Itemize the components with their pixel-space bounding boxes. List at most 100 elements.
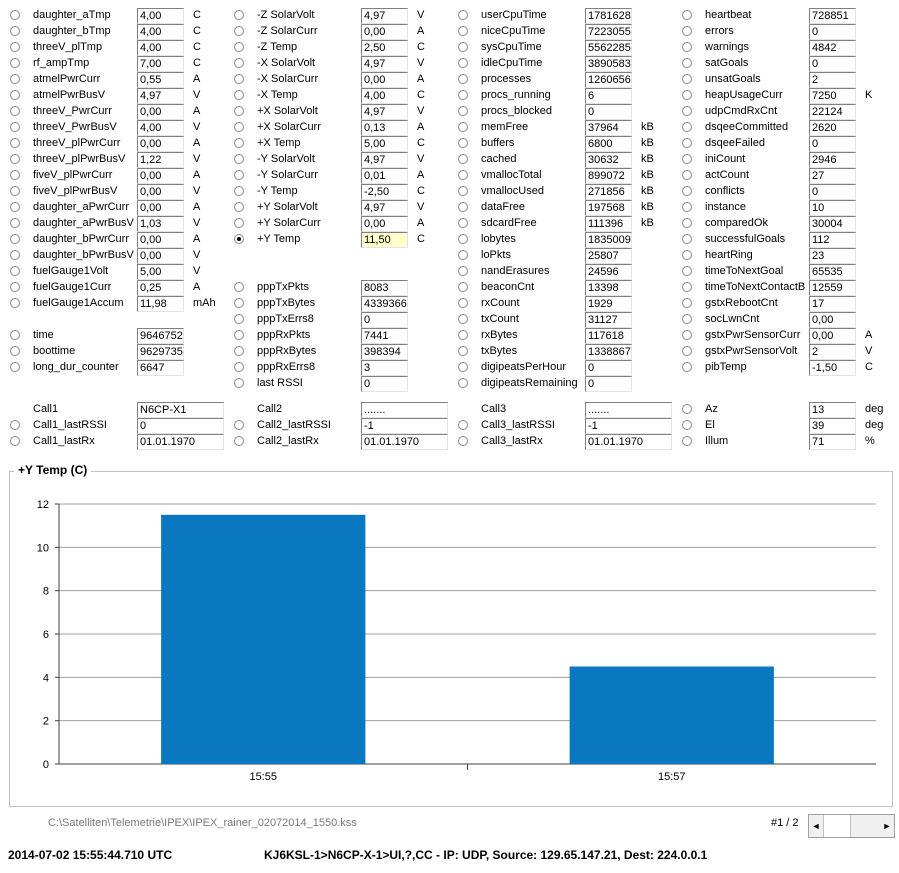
- field-value[interactable]: 5,00: [137, 264, 184, 280]
- field-value[interactable]: 197568: [585, 200, 632, 216]
- radio-button[interactable]: [10, 362, 20, 372]
- field-value[interactable]: 0,00: [361, 216, 408, 232]
- radio-button[interactable]: [10, 202, 20, 212]
- radio-button[interactable]: [234, 10, 244, 20]
- field-value[interactable]: 3890583: [585, 56, 632, 72]
- field-value[interactable]: 4,00: [137, 24, 184, 40]
- field-value[interactable]: 0,00: [137, 184, 184, 200]
- radio-button[interactable]: [682, 58, 692, 68]
- radio-button[interactable]: [10, 26, 20, 36]
- radio-button[interactable]: [10, 106, 20, 116]
- radio-button[interactable]: [682, 266, 692, 276]
- field-value[interactable]: 4,00: [137, 40, 184, 56]
- radio-button[interactable]: [10, 346, 20, 356]
- field-value[interactable]: 4,97: [361, 8, 408, 24]
- radio-button[interactable]: [458, 10, 468, 20]
- radio-button[interactable]: [10, 74, 20, 84]
- field-value[interactable]: 117618: [585, 328, 632, 344]
- field-value[interactable]: 25807: [585, 248, 632, 264]
- field-value[interactable]: 17: [809, 296, 856, 312]
- field-value[interactable]: 2: [809, 344, 856, 360]
- radio-button[interactable]: [234, 420, 244, 430]
- radio-button[interactable]: [682, 250, 692, 260]
- radio-button[interactable]: [10, 90, 20, 100]
- radio-button[interactable]: [234, 170, 244, 180]
- field-value[interactable]: 2620: [809, 120, 856, 136]
- radio-button[interactable]: [682, 74, 692, 84]
- field-value[interactable]: 112: [809, 232, 856, 248]
- field-value[interactable]: 111396: [585, 216, 632, 232]
- field-value[interactable]: 30004: [809, 216, 856, 232]
- field-value[interactable]: 6647: [137, 360, 184, 376]
- field-value[interactable]: 3: [361, 360, 408, 376]
- field-value[interactable]: 0,13: [361, 120, 408, 136]
- radio-button[interactable]: [10, 282, 20, 292]
- radio-button[interactable]: [458, 362, 468, 372]
- radio-button[interactable]: [458, 282, 468, 292]
- radio-button[interactable]: [682, 298, 692, 308]
- field-value[interactable]: 4,00: [361, 88, 408, 104]
- radio-button[interactable]: [458, 26, 468, 36]
- page-scrollbar[interactable]: ◄ ►: [808, 814, 895, 838]
- radio-button[interactable]: [458, 330, 468, 340]
- field-value[interactable]: 1781628: [585, 8, 632, 24]
- radio-button[interactable]: [234, 282, 244, 292]
- radio-button[interactable]: [682, 234, 692, 244]
- radio-button[interactable]: [234, 138, 244, 148]
- field-value[interactable]: 7,00: [137, 56, 184, 72]
- field-value[interactable]: 728851: [809, 8, 856, 24]
- field-value[interactable]: 4,00: [137, 8, 184, 24]
- field-value[interactable]: 0,00: [137, 136, 184, 152]
- field-value[interactable]: 4,97: [361, 56, 408, 72]
- radio-button[interactable]: [458, 202, 468, 212]
- field-value[interactable]: 0,55: [137, 72, 184, 88]
- field-value[interactable]: 01.01.1970: [137, 434, 224, 450]
- radio-button[interactable]: [458, 346, 468, 356]
- radio-button[interactable]: [234, 106, 244, 116]
- field-value[interactable]: .......: [361, 402, 448, 418]
- radio-button[interactable]: [234, 74, 244, 84]
- field-value[interactable]: 71: [809, 434, 856, 450]
- field-value[interactable]: 9646752: [137, 328, 184, 344]
- field-value[interactable]: 4339366: [361, 296, 408, 312]
- field-value[interactable]: 0,00: [361, 72, 408, 88]
- field-value[interactable]: 0: [809, 24, 856, 40]
- field-value[interactable]: 0,00: [137, 168, 184, 184]
- radio-button[interactable]: [234, 26, 244, 36]
- field-value[interactable]: 0,00: [137, 232, 184, 248]
- radio-button[interactable]: [234, 234, 244, 244]
- radio-button[interactable]: [682, 218, 692, 228]
- field-value[interactable]: 2,50: [361, 40, 408, 56]
- radio-button[interactable]: [10, 58, 20, 68]
- radio-button[interactable]: [458, 234, 468, 244]
- radio-button[interactable]: [234, 378, 244, 388]
- radio-button[interactable]: [458, 106, 468, 116]
- radio-button[interactable]: [682, 362, 692, 372]
- radio-button[interactable]: [682, 106, 692, 116]
- field-value[interactable]: 2: [809, 72, 856, 88]
- field-value[interactable]: -1: [361, 418, 448, 434]
- field-value[interactable]: 0: [361, 376, 408, 392]
- radio-button[interactable]: [458, 436, 468, 446]
- field-value[interactable]: -1: [585, 418, 672, 434]
- radio-button[interactable]: [458, 138, 468, 148]
- radio-button[interactable]: [682, 186, 692, 196]
- field-value[interactable]: 23: [809, 248, 856, 264]
- field-value[interactable]: 0,00: [137, 248, 184, 264]
- field-value[interactable]: 65535: [809, 264, 856, 280]
- radio-button[interactable]: [458, 186, 468, 196]
- field-value[interactable]: 13398: [585, 280, 632, 296]
- radio-button[interactable]: [682, 90, 692, 100]
- scroll-thumb[interactable]: [823, 815, 851, 837]
- field-value[interactable]: 0: [361, 312, 408, 328]
- field-value[interactable]: 13: [809, 402, 856, 418]
- radio-button[interactable]: [458, 42, 468, 52]
- field-value[interactable]: 37964: [585, 120, 632, 136]
- radio-button[interactable]: [682, 26, 692, 36]
- field-value[interactable]: 2946: [809, 152, 856, 168]
- field-value[interactable]: N6CP-X1: [137, 402, 224, 418]
- field-value[interactable]: 12559: [809, 280, 856, 296]
- field-value[interactable]: 6800: [585, 136, 632, 152]
- radio-button[interactable]: [682, 138, 692, 148]
- field-value[interactable]: 5,00: [361, 136, 408, 152]
